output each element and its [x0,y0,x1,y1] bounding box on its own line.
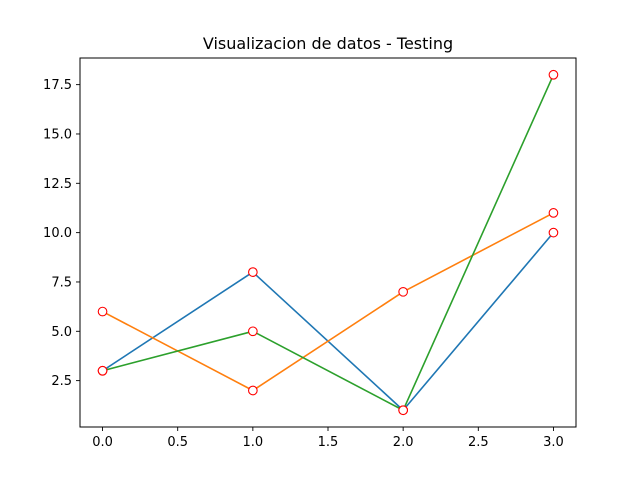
series-line-2 [101,211,555,392]
marker-layer [97,69,559,416]
chart-title: Visualizacion de datos - Testing [203,34,453,53]
x-tick-label: 1.0 [243,435,264,450]
y-tick-label: 10.0 [43,226,72,241]
data-point-s3-1 [248,326,258,337]
series-layer [101,73,555,412]
y-tick-label: 12.5 [43,177,72,192]
data-point-s2-3 [548,208,559,218]
data-point-s2-0 [97,306,108,317]
x-tick-label: 0.0 [92,435,113,450]
data-point-s3-2 [398,405,409,416]
y-tick-label: 17.5 [43,78,72,93]
y-tick-label: 15.0 [43,127,72,142]
data-point-s1-3 [548,227,559,238]
data-point-s1-1 [248,267,258,277]
x-tick-label: 1.5 [318,435,339,450]
axis-layer: 0.0 0.5 1.0 1.5 2.0 2.5 3.0 2.5 5.0 7.5 10.0 12.5 15… [43,57,577,450]
x-tick-label: 0.5 [167,435,188,450]
data-point-s2-2 [398,286,409,297]
y-tick-label: 5.0 [51,325,72,340]
x-tick-label: 2.5 [468,435,489,450]
data-point-s3-0 [97,365,108,376]
y-tick-label: 7.5 [51,275,72,290]
data-point-s3-3 [548,69,559,80]
x-tick-label: 2.0 [393,435,414,450]
x-tick-label: 3.0 [543,435,564,450]
series-line-1 [101,231,555,412]
y-tick-label: 2.5 [51,374,72,389]
series-line-3 [101,73,555,412]
data-point-s2-1 [248,385,258,396]
